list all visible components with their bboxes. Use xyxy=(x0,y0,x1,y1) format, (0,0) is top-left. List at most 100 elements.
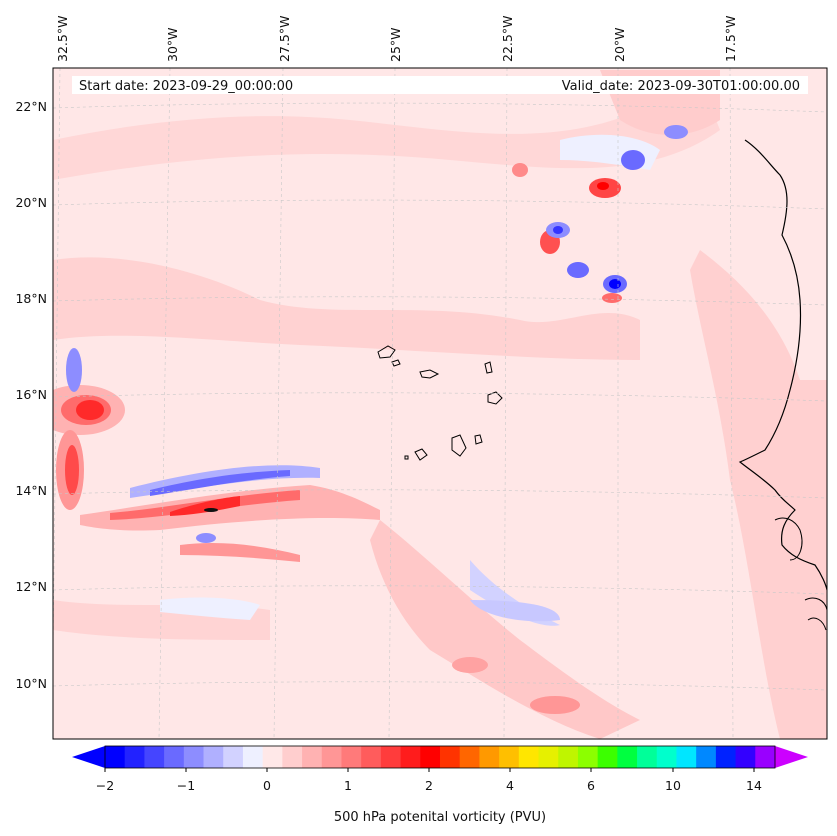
pv-ne-red-1-core xyxy=(597,182,609,190)
island-santo-antao xyxy=(377,345,396,359)
colorbar-cell xyxy=(696,746,717,768)
pv-anomaly-west-south-core xyxy=(65,445,79,495)
colorbar-cell xyxy=(302,746,323,768)
gridline-lat-20 xyxy=(53,199,827,210)
gridline-lon-27-5 xyxy=(273,68,284,739)
pv-region-blue-south-2 xyxy=(470,600,560,622)
map-border xyxy=(52,67,828,740)
colorbar-cell xyxy=(518,746,539,768)
pv-contours xyxy=(53,68,827,739)
lat-label-18: 18°N xyxy=(15,291,47,306)
lat-label-16: 16°N xyxy=(15,387,47,402)
date-annotation-box xyxy=(72,76,808,94)
pv-band-blue-inner xyxy=(150,470,290,496)
pv-region-band-top xyxy=(53,80,720,180)
colorbar-cells xyxy=(105,746,776,768)
colorbar-cell xyxy=(617,746,638,768)
lon-label-17-5: 17.5°W xyxy=(723,16,738,62)
colorbar-cell xyxy=(361,746,382,768)
pv-ne-red-4 xyxy=(512,163,528,177)
pv-se-streak xyxy=(530,696,580,714)
colorbar-cell xyxy=(656,746,677,768)
colorbar-cell xyxy=(400,746,421,768)
colorbar-cell xyxy=(164,746,185,768)
pv-s-streak xyxy=(452,657,488,673)
longitude-labels: 32.5°W 30°W 27.5°W 25°W 22.5°W 20°W 17.5… xyxy=(55,16,738,62)
pv-band-blue-spot xyxy=(196,533,216,543)
pv-ne-red-3 xyxy=(602,293,622,303)
colorbar-under-arrow xyxy=(72,746,105,768)
pv-region-southern-streak xyxy=(370,520,640,739)
pv-region-band-north xyxy=(53,257,640,360)
island-sal xyxy=(484,361,493,374)
pv-band-max xyxy=(204,508,218,512)
colorbar-cell xyxy=(735,746,756,768)
colorbar-cell xyxy=(105,746,126,768)
pv-anomaly-west-core xyxy=(76,400,104,420)
lon-label-27-5: 27.5°W xyxy=(277,16,292,62)
gridline-lat-10 xyxy=(53,681,827,691)
gridline-lon-17-5 xyxy=(729,68,734,739)
colorbar-cell xyxy=(459,746,480,768)
pv-band-red-core xyxy=(170,496,240,516)
pv-ne-blue-3-core xyxy=(609,279,621,289)
gridline-lat-16 xyxy=(53,392,827,402)
gridline-lon-30 xyxy=(158,68,171,739)
colorbar-cell xyxy=(755,746,776,768)
lat-label-14: 14°N xyxy=(15,483,47,498)
island-fogo xyxy=(414,448,428,461)
pv-ne-blue-1-core xyxy=(553,226,563,234)
colorbar-cell xyxy=(144,746,165,768)
colorbar-cell xyxy=(577,746,599,768)
lat-label-22: 22°N xyxy=(15,99,47,114)
gridline-lat-12 xyxy=(53,585,827,595)
colorbar-cell xyxy=(124,746,145,768)
colorbar-cell xyxy=(223,746,244,768)
colorbar: −2 −1 0 1 2 4 6 10 14 500 hPa potenital … xyxy=(72,745,808,825)
cb-tick-label-1: −1 xyxy=(177,778,195,793)
lat-label-10: 10°N xyxy=(15,676,47,691)
colorbar-cell xyxy=(538,746,559,768)
colorbar-cell xyxy=(282,746,303,768)
colorbar-cell xyxy=(242,746,264,768)
colorbar-cell xyxy=(637,746,658,768)
island-brava xyxy=(404,455,409,460)
lon-label-22-5: 22.5°W xyxy=(500,16,515,62)
island-maio xyxy=(474,434,483,445)
colorbar-cell xyxy=(183,746,204,768)
gridline-lat-14 xyxy=(53,489,827,499)
gridline-lon-22-5 xyxy=(503,68,508,739)
start-date-text: Start date: 2023-09-29_00:00:00 xyxy=(79,79,293,94)
colorbar-cell xyxy=(479,746,500,768)
colorbar-cell xyxy=(715,746,736,768)
colorbar-cell xyxy=(558,746,579,768)
pv-ne-blue-5 xyxy=(664,125,688,139)
lon-label-30: 30°W xyxy=(165,27,180,62)
lat-label-12: 12°N xyxy=(15,579,47,594)
gridline-lat-18 xyxy=(53,296,827,306)
lon-label-32-5: 32.5°W xyxy=(55,16,70,62)
island-sao-vicente xyxy=(391,359,401,367)
island-boa-vista xyxy=(487,391,503,405)
colorbar-cell xyxy=(440,746,461,768)
pv-band-red-lower xyxy=(180,543,300,562)
pv-ne-blue-4 xyxy=(621,150,645,170)
cb-tick-label-6: 6 xyxy=(587,778,595,793)
gridline-lon-25 xyxy=(388,68,396,739)
colorbar-cell xyxy=(380,746,401,768)
coastline-guinea xyxy=(804,597,827,631)
colorbar-ticks: −2 −1 0 1 2 4 6 10 14 xyxy=(96,768,762,793)
pv-ne-blue-2 xyxy=(567,262,589,278)
pv-region-east-coast xyxy=(690,250,827,739)
lat-label-20: 20°N xyxy=(15,195,47,210)
cb-tick-label-8: 14 xyxy=(746,778,762,793)
colorbar-cell xyxy=(420,746,441,768)
cb-tick-label-2: 0 xyxy=(263,778,271,793)
cb-tick-label-0: −2 xyxy=(96,778,114,793)
colorbar-cell xyxy=(262,746,283,768)
valid-date-text: Valid_date: 2023-09-30T01:00:00.00 xyxy=(562,79,800,94)
gridline-lat-22 xyxy=(53,102,827,113)
lon-label-20: 20°W xyxy=(612,27,627,62)
colorbar-cell xyxy=(321,746,342,768)
